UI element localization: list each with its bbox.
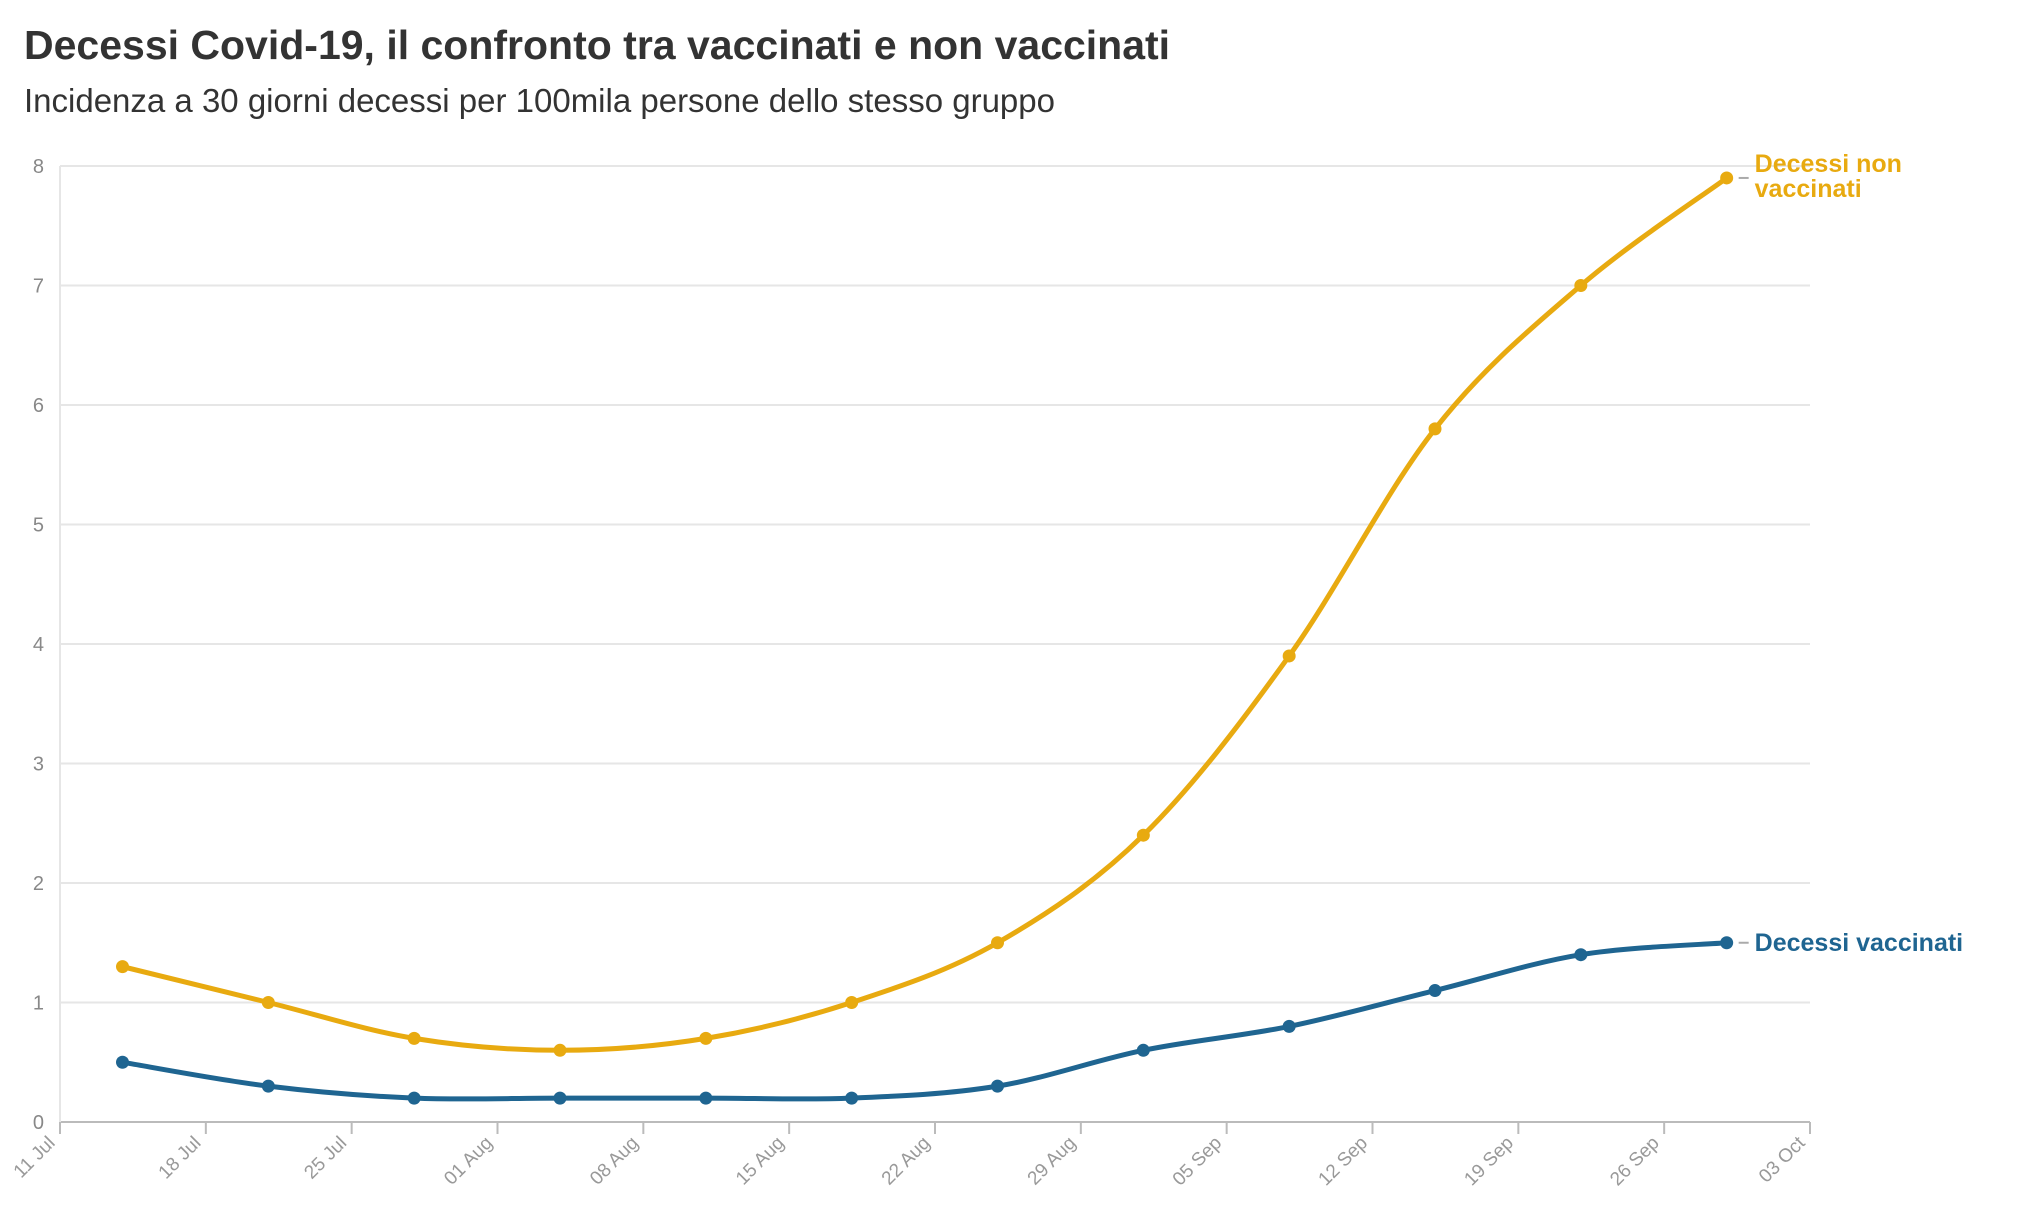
x-tick-label: 25 Jul [301,1133,352,1184]
data-point [553,1043,567,1057]
x-tick-label: 15 Aug [732,1133,789,1190]
data-point [1282,1019,1296,1033]
data-point [116,1055,129,1069]
y-tick-label: 0 [33,1112,44,1134]
x-axis: 11 Jul 18 Jul 25 Jul 01 Aug 08 Aug 15 Aug 22 A… [10,1122,1811,1190]
x-tick-label: 05 Sep [1169,1133,1226,1190]
y-tick-label: 5 [33,515,44,537]
data-point [407,1091,421,1105]
x-tick-label: 01 Aug [440,1133,497,1190]
x-tick-label: 12 Sep [1315,1133,1372,1190]
data-point [1282,649,1296,663]
data-point [261,996,275,1009]
data-point [991,1079,1004,1093]
series-end-label: Decessi vaccinati [1755,929,1963,957]
data-point [261,1079,275,1093]
x-tick-label: 26 Sep [1606,1133,1663,1190]
data-point [1136,1043,1150,1057]
data-point [1574,279,1588,292]
gridlines [59,165,1810,1123]
y-tick-label: 1 [33,993,44,1015]
x-tick-label: 18 Jul [155,1133,206,1184]
x-tick-label: 19 Sep [1460,1133,1517,1190]
series-end-label: vaccinati [1755,175,1862,203]
series-lines [116,171,1734,1105]
data-point [1136,828,1150,842]
series-line [120,175,1730,1053]
data-point [699,1091,713,1105]
data-point [407,1031,421,1045]
y-tick-label: 7 [33,276,44,298]
data-point [845,1091,859,1105]
x-tick-label: 29 Aug [1024,1133,1081,1190]
chart-subtitle: Incidenza a 30 giorni decessi per 100mil… [24,82,1055,119]
data-point [553,1091,567,1105]
data-point [1720,171,1734,185]
y-tick-label: 8 [33,156,44,178]
y-tick-label: 3 [33,754,44,776]
y-tick-label: 4 [33,634,44,656]
data-point [991,936,1004,950]
y-tick-label: 6 [33,395,44,417]
x-tick-label: 11 Jul [10,1133,60,1183]
chart-title: Decessi Covid-19, il confronto tra vacci… [24,22,1171,68]
data-point [1720,936,1734,950]
y-axis: 0 1 2 3 4 5 6 7 8 [33,156,44,1134]
data-point [1428,422,1442,436]
data-point [1574,948,1588,962]
y-tick-label: 2 [33,873,44,895]
data-point [699,1031,713,1045]
x-tick-label: 22 Aug [878,1133,935,1190]
series-line [120,940,1730,1102]
data-point [845,996,859,1009]
series-end-label: Decessi non [1755,150,1902,178]
x-tick-label: 08 Aug [586,1133,643,1190]
data-point [1428,984,1442,998]
data-point [116,960,129,974]
x-tick-label: 03 Oct [1755,1132,1810,1187]
